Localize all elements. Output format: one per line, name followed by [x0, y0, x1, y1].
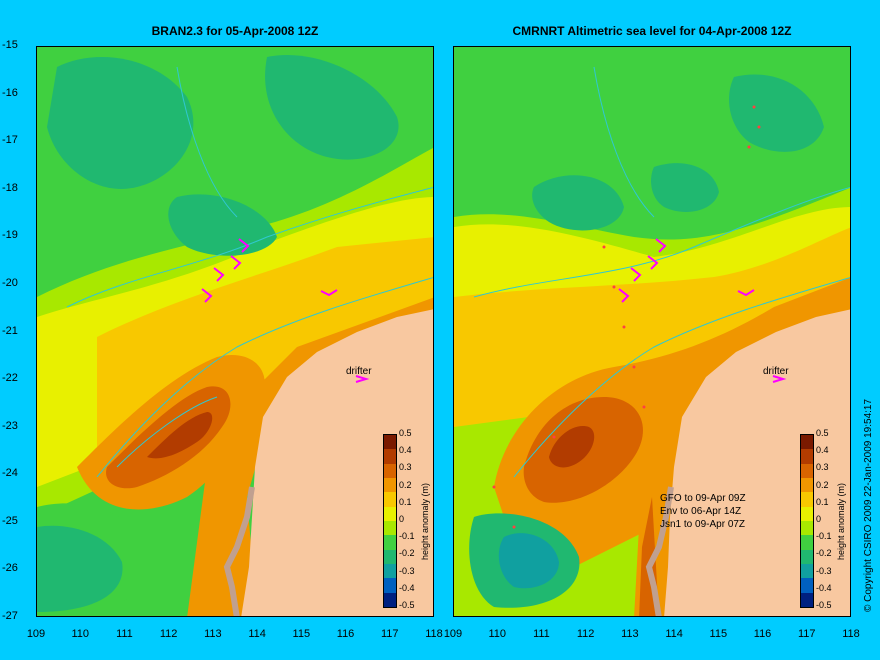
y-tick-label: -27: [2, 610, 18, 622]
x-tick-label: 117: [380, 628, 399, 640]
colorbar-swatch: [384, 549, 396, 564]
colorbar-tick-label: -0.3: [399, 565, 415, 576]
colorbar-swatch: [801, 463, 813, 478]
colorbar-label-right: height anomaly (m): [836, 482, 846, 560]
x-tick-label: 118: [425, 628, 443, 640]
colorbar-swatch: [801, 477, 813, 493]
x-tick-label: 116: [336, 628, 355, 640]
y-tick-label: -20: [2, 276, 18, 289]
x-tick-label: 117: [797, 628, 816, 640]
x-tick-label: 111: [533, 628, 550, 640]
colorbar-left: [383, 434, 397, 608]
y-tick-label: -15: [2, 39, 18, 51]
colorbar-swatch: [384, 477, 396, 493]
drifter-label-left: drifter: [346, 366, 372, 377]
colorbar-swatch: [801, 549, 813, 564]
colorbar-tick-label: 0.5: [816, 428, 829, 438]
x-tick-label: 112: [159, 628, 178, 640]
copyright-text: © Copyright CSIRO 2009 22-Jan-2009 19:54…: [863, 398, 874, 612]
colorbar-tick-label: -0.1: [399, 531, 415, 542]
x-tick-label: 109: [443, 628, 463, 640]
x-tick-label: 111: [116, 628, 133, 640]
colorbar-swatch: [384, 463, 396, 478]
colorbar-swatch: [801, 449, 813, 464]
colorbar-tick-label: 0.4: [816, 445, 829, 456]
colorbar-tick-label: -0.4: [816, 582, 832, 593]
colorbar-swatch: [384, 563, 396, 579]
drifter-label-right: drifter: [763, 366, 789, 377]
x-tick-label: 113: [204, 628, 222, 640]
colorbar-tick-label: 0.2: [399, 479, 412, 490]
x-tick-label: 109: [26, 628, 46, 640]
x-tick-label: 114: [665, 628, 683, 640]
colorbar-tick-label: 0.1: [816, 496, 829, 507]
x-tick-label: 115: [292, 628, 311, 640]
satellite-env: Env to 06-Apr 14Z: [660, 506, 742, 517]
colorbar-swatch: [801, 535, 813, 550]
colorbar-tick-label: -0.2: [399, 548, 415, 559]
colorbar-swatch: [801, 520, 813, 536]
colorbar-right: [800, 434, 814, 608]
x-tick-label: 110: [488, 628, 506, 640]
x-tick-label: 116: [753, 628, 772, 640]
bran-model-map: [36, 46, 434, 617]
y-tick-label: -19: [2, 229, 18, 242]
satellite-legend: GFO to 09-Apr 09Z Env to 06-Apr 14Z Jsn1…: [660, 492, 746, 531]
colorbar-tick-label: -0.2: [816, 548, 832, 559]
drifter-arrows-right: [618, 238, 787, 383]
y-tick-label: -22: [2, 372, 18, 385]
colorbar-swatch: [801, 435, 813, 450]
y-tick-label: -24: [2, 467, 18, 480]
colorbar-tick-label: 0.4: [399, 445, 412, 456]
right-panel-title: CMRNRT Altimetric sea level for 04-Apr-2…: [512, 24, 792, 38]
left-panel-title: BRAN2.3 for 05-Apr-2008 12Z: [151, 24, 319, 38]
colorbar-swatch: [384, 592, 396, 607]
y-tick-label: -18: [2, 181, 18, 194]
colorbar-swatch: [384, 492, 396, 507]
colorbar-swatch: [801, 578, 813, 593]
colorbar-swatch: [801, 563, 813, 579]
colorbar-tick-label: -0.3: [816, 565, 832, 576]
colorbar-label-left: height anomaly (m): [420, 482, 430, 560]
colorbar-tick-label: -0.5: [399, 600, 415, 610]
colorbar-swatch: [384, 578, 396, 593]
colorbar-tick-label: -0.5: [816, 600, 832, 610]
colorbar-swatch: [801, 492, 813, 507]
colorbar-tick-label: 0.2: [816, 479, 829, 490]
y-tick-label: -23: [2, 419, 18, 432]
x-tick-label: 113: [621, 628, 639, 640]
y-tick-label: -26: [2, 562, 18, 575]
colorbar-swatch: [801, 506, 813, 521]
x-tick-label: 114: [248, 628, 266, 640]
x-tick-label: 112: [576, 628, 595, 640]
colorbar-tick-label: 0.1: [399, 496, 412, 507]
y-tick-label: -21: [2, 324, 18, 337]
colorbar-swatch: [801, 592, 813, 607]
colorbar-swatch: [384, 520, 396, 536]
colorbar-tick-label: 0: [816, 514, 822, 524]
colorbar-swatch: [384, 449, 396, 464]
x-tick-label: 115: [709, 628, 728, 640]
colorbar-tick-label: 0.3: [399, 462, 412, 473]
colorbar-swatch: [384, 506, 396, 521]
satellite-gfo: GFO to 09-Apr 09Z: [660, 493, 746, 504]
altimetry-map: [453, 46, 851, 617]
colorbar-tick-label: 0: [399, 514, 405, 524]
colorbar-tick-label: 0.5: [399, 428, 412, 438]
colorbar-swatch: [384, 535, 396, 550]
x-tick-label: 110: [71, 628, 89, 640]
y-tick-label: -25: [2, 514, 18, 527]
satellite-jsn1: Jsn1 to 09-Apr 07Z: [660, 519, 746, 530]
y-tick-label: -17: [2, 134, 18, 147]
drifter-arrows-left: [201, 238, 370, 383]
colorbar-swatch: [384, 435, 396, 450]
y-tick-label: -16: [2, 86, 18, 99]
colorbar-tick-label: -0.4: [399, 582, 415, 593]
colorbar-tick-label: 0.3: [816, 462, 829, 473]
x-tick-label: 118: [842, 628, 860, 640]
colorbar-tick-label: -0.1: [816, 531, 832, 542]
